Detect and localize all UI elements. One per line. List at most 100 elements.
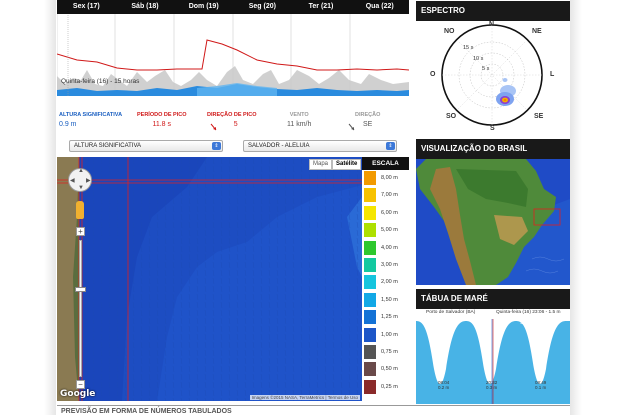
scale-item: 4,00 m: [362, 240, 409, 255]
tide-low-time: 08:49: [535, 380, 547, 385]
street-view-pegman-icon[interactable]: [76, 201, 84, 219]
scale-label: 4,00 m: [381, 244, 398, 251]
map-type-map-button[interactable]: Mapa: [309, 159, 333, 170]
zoom-slider-track[interactable]: [79, 240, 82, 377]
scale-label: 0,25 m: [381, 383, 398, 390]
scale-swatch: [364, 310, 376, 325]
day-label: Sex (17): [72, 3, 100, 10]
scale-swatch: [364, 379, 376, 394]
compass-s: S: [490, 125, 495, 132]
google-logo: Google: [60, 389, 96, 399]
wave-height-highlight: [197, 83, 277, 96]
selection-lines: [57, 157, 362, 401]
scale-swatch: [364, 223, 376, 238]
tabulated-forecast-title: PREVISÃO EM FORMA DE NÚMEROS TABULADOS: [61, 408, 232, 415]
scale-label: 0,50 m: [381, 366, 398, 373]
tide-chart: [416, 309, 570, 404]
zoom-out-button[interactable]: −: [76, 380, 85, 389]
compass-se: SE: [534, 113, 544, 120]
map-type-toggle: Mapa Satélite: [309, 159, 362, 170]
legend-peak-period: PERÍODO DE PICO 11.8 s: [137, 112, 187, 128]
spectrum-polar-plot: [441, 24, 543, 126]
legend-peak-direction: DIREÇÃO DE PICO 5: [207, 112, 257, 128]
legend-value: 0.9 m: [59, 121, 77, 128]
variable-select-value: ALTURA SIGNIFICATIVA: [74, 143, 142, 149]
tide-low-height: 0.3 m: [486, 385, 498, 390]
scale-item: 1,50 m: [362, 292, 409, 307]
page-right-shadow: [570, 0, 582, 415]
ring-label: 5 s: [482, 66, 490, 72]
wave-map[interactable]: Mapa Satélite ▲ ▼ ◀ ▶ + − Google Imagens…: [57, 157, 362, 401]
scale-swatch: [364, 258, 376, 272]
compass-o: O: [430, 71, 436, 78]
scale-swatch: [364, 292, 376, 307]
chart-tooltip: Quinta-feira (16) - 15 horas: [61, 78, 140, 85]
zoom-slider-handle[interactable]: [75, 287, 86, 292]
legend-label: VENTO: [289, 112, 309, 118]
legend-wave-height: ALTURA SIGNIFICATIVA 0.9 m: [59, 112, 122, 128]
pan-down-icon[interactable]: ▼: [78, 185, 84, 191]
scale-item: 0,75 m: [362, 345, 409, 359]
peak-direction-arrow-icon: [210, 123, 217, 131]
scale-item: 7,00 m: [362, 188, 409, 203]
scale-swatch: [364, 188, 376, 203]
scale-label: 3,00 m: [381, 262, 398, 268]
scale-item: 3,00 m: [362, 258, 409, 272]
ring-label: 15 s: [463, 45, 474, 51]
forecast-legend: ALTURA SIGNIFICATIVA 0.9 m PERÍODO DE PI…: [57, 112, 409, 134]
tide-low-time: 08:04: [438, 380, 450, 385]
compass-ne: NE: [532, 28, 542, 35]
brasil-map[interactable]: [416, 159, 570, 285]
peak-period-line: [57, 39, 409, 71]
location-select[interactable]: SALVADOR - ALELUIA ⇕: [243, 140, 397, 152]
tide-curve: [416, 321, 570, 404]
legend-value: 11 km/h: [287, 121, 312, 128]
pan-left-icon[interactable]: ◀: [70, 178, 75, 184]
scale-label: 7,00 m: [381, 192, 398, 199]
tide-low-time: 20:32: [486, 380, 498, 385]
pan-up-icon[interactable]: ▲: [78, 168, 84, 174]
day-label: Seg (20): [248, 3, 276, 10]
tide-panel[interactable]: Porto de Salvador (BA) Quinta-feira (16)…: [416, 309, 570, 404]
wind-direction-arrow-icon: [348, 123, 355, 131]
select-arrow-icon: ⇕: [386, 142, 395, 150]
map-selectors: ALTURA SIGNIFICATIVA ⇕ SALVADOR - ALELUI…: [57, 138, 409, 156]
tide-day-label: Sexta-feira: [520, 320, 550, 326]
ring-label: 10 s: [473, 56, 484, 62]
spectrum-title: ESPECTRO: [416, 1, 570, 21]
variable-select[interactable]: ALTURA SIGNIFICATIVA ⇕: [69, 140, 223, 152]
day-label: Dom (19): [188, 3, 219, 10]
map-attribution[interactable]: Imagens ©2015 NASA, TerraMetrics | Termo…: [249, 395, 360, 400]
forecast-graph: [57, 14, 409, 96]
pan-right-icon[interactable]: ▶: [86, 178, 91, 184]
page-left-shadow: [44, 0, 56, 415]
legend-wind-direction: DIREÇÃO SE: [355, 112, 380, 128]
tabulated-forecast-header: PREVISÃO EM FORMA DE NÚMEROS TABULADOS: [57, 405, 570, 415]
scale-label: 1,25 m: [381, 314, 398, 321]
legend-label: PERÍODO DE PICO: [137, 112, 187, 118]
forecast-chart[interactable]: Sex (17) Sáb (18) Dom (19) Seg (20) Ter …: [57, 0, 409, 135]
compass-so: SO: [446, 113, 457, 120]
map-type-satellite-button[interactable]: Satélite: [332, 159, 362, 170]
location-select-value: SALVADOR - ALELUIA: [248, 143, 310, 149]
legend-value: 11.8 s: [152, 121, 172, 128]
pan-control[interactable]: ▲ ▼ ◀ ▶: [68, 168, 92, 192]
zoom-in-button[interactable]: +: [76, 227, 85, 236]
scale-item: 0,50 m: [362, 362, 409, 377]
scale-item: 1,25 m: [362, 310, 409, 325]
scale-swatch: [364, 362, 376, 377]
day-bar: Sex (17) Sáb (18) Dom (19) Seg (20) Ter …: [57, 0, 409, 14]
compass-l: L: [550, 71, 555, 78]
scale-swatch: [364, 345, 376, 359]
scale-label: 1,50 m: [381, 296, 398, 303]
scale-item: 6,00 m: [362, 205, 409, 220]
wave-height-field: [57, 157, 362, 401]
legend-label: DIREÇÃO DE PICO: [207, 112, 257, 118]
scale-swatch: [364, 327, 376, 342]
region-highlight: [533, 208, 561, 226]
scale-swatch: [364, 171, 376, 185]
scale-swatch: [364, 240, 376, 255]
scale-label: 1,00 m: [381, 331, 398, 338]
scale-item: 1,00 m: [362, 327, 409, 342]
day-label: Ter (21): [308, 3, 334, 10]
